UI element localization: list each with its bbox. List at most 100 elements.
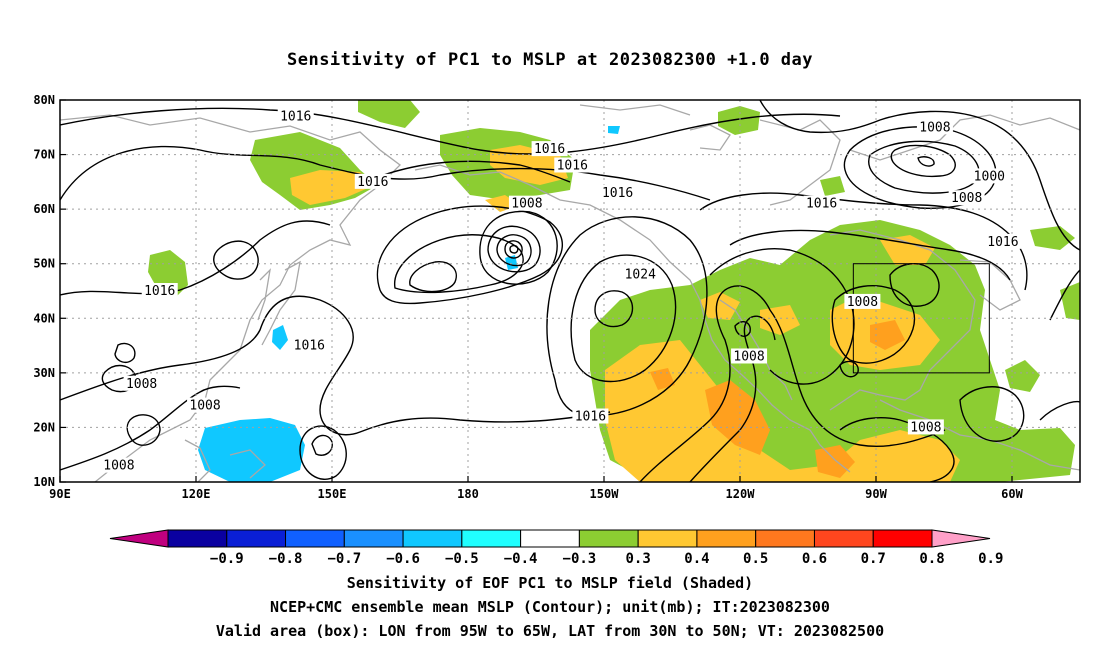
isobar-contour [831, 285, 916, 364]
colorbar-segment [520, 529, 580, 548]
contour-label-bg [844, 293, 881, 309]
caption-line-3: Valid area (box): LON from 95W to 65W, L… [215, 622, 885, 640]
lon-tick-label: 60W [1001, 487, 1023, 501]
coastline [414, 164, 851, 473]
contour-label: 1016 [294, 339, 325, 354]
contour-label-bg [984, 233, 1021, 249]
coastline [689, 124, 731, 151]
contour-label-bg [948, 190, 985, 206]
contour-label-bg [141, 283, 178, 298]
contour-label: 1008 [733, 349, 764, 364]
shade-green [1030, 226, 1075, 250]
contour-label-bg [100, 457, 137, 473]
lat-tick-label: 20N [33, 420, 55, 434]
isobar-contour [917, 156, 935, 167]
contour-label-bg [971, 168, 1008, 184]
contour-label: 1008 [847, 295, 878, 310]
colorbar-label: −0.8 [269, 551, 303, 567]
contour-label-bg [554, 157, 591, 173]
contour-label-bg [572, 408, 609, 424]
shade-orange [815, 445, 855, 478]
colorbar-segment [343, 529, 404, 548]
isobar-contour [376, 205, 563, 305]
shade-yellow [700, 292, 740, 320]
contour-label: 1008 [919, 120, 950, 135]
colorbar-segment [872, 529, 933, 548]
isobar-contour [509, 244, 519, 254]
isobar-contour [1039, 400, 1080, 421]
shade-green [1005, 360, 1040, 392]
isobar-contour [729, 229, 1011, 281]
lon-tick-label: 120E [182, 487, 211, 501]
isobar-contour [369, 160, 571, 183]
colorbar-segment [461, 529, 522, 548]
colorbar-label: 0.7 [861, 551, 886, 567]
map-title: Sensitivity of PC1 to MSLP at 2023082300… [286, 50, 813, 70]
colorbar-label: −0.3 [563, 551, 597, 567]
isobar-contour [311, 434, 333, 456]
shade-green [820, 176, 845, 196]
shade-yellow [880, 235, 935, 265]
colorbar-label: 0.8 [919, 551, 944, 567]
isobar-contour [594, 290, 634, 328]
isobar-contour [213, 240, 259, 280]
isobar-contour [734, 321, 751, 337]
isobar-contour [868, 140, 980, 194]
contour-label: 1016 [534, 142, 565, 157]
contour-label: 1008 [189, 399, 220, 414]
contour-label: 1016 [280, 109, 311, 124]
contour-label-bg [916, 119, 953, 135]
coastline [184, 439, 211, 482]
contour-label-bg [123, 375, 160, 391]
isobar-contour [60, 220, 331, 296]
colorbar-segment [167, 529, 228, 548]
isobar-contour [959, 386, 1025, 442]
coastline [60, 114, 401, 482]
lat-tick-label: 40N [33, 311, 55, 325]
coastline [959, 259, 1021, 311]
shade-cyan [608, 126, 620, 134]
lat-lon-grid [60, 100, 1080, 482]
contour-label: 1016 [575, 410, 606, 425]
colorbar-label: 0.6 [802, 551, 827, 567]
isobar-contour [409, 261, 457, 293]
colorbar-label: −0.4 [504, 551, 538, 567]
colorbar-arrow-right [931, 529, 991, 548]
colorbar-label: 0.5 [743, 551, 768, 567]
shade-green [718, 106, 760, 135]
contour-label-bg [277, 108, 314, 124]
lat-tick-label: 60N [33, 202, 55, 216]
contour-label: 1008 [103, 459, 134, 474]
contour-label-bg [803, 195, 840, 211]
colorbar-segment [285, 529, 345, 548]
colorbar-segment [402, 529, 463, 548]
colorbar-label: 0.3 [626, 551, 651, 567]
shade-orange [870, 320, 905, 350]
lat-tick-label: 30N [33, 366, 55, 380]
caption-line-1: Sensitivity of EOF PC1 to MSLP field (Sh… [346, 574, 754, 592]
colorbar-label: −0.7 [327, 551, 361, 567]
isobar-contour [114, 342, 136, 364]
isobar-contour [60, 385, 241, 471]
colorbar-label: 0.4 [684, 551, 709, 567]
valid-area-box [852, 263, 990, 374]
contour-label: 1016 [357, 175, 388, 190]
isobar-contour [394, 234, 524, 294]
isobar-contour [299, 425, 347, 480]
contour-label-bg [291, 337, 328, 353]
contour-label-bg [187, 397, 224, 413]
lat-tick-label: 50N [33, 257, 55, 271]
colorbar [109, 529, 991, 548]
shade-cyan [198, 418, 305, 482]
coastline [257, 268, 271, 321]
coastline [579, 104, 691, 116]
contour-label: 1016 [987, 235, 1018, 250]
contour-label: 1000 [974, 169, 1005, 184]
lat-tick-label: 70N [33, 148, 55, 162]
map-frame [59, 99, 1081, 483]
contour-label: 1008 [511, 197, 542, 212]
contour-label-bg [622, 266, 659, 282]
colorbar-label: 0.9 [978, 551, 1003, 567]
contour-label: 1008 [126, 377, 157, 392]
shade-cyan [505, 255, 518, 270]
